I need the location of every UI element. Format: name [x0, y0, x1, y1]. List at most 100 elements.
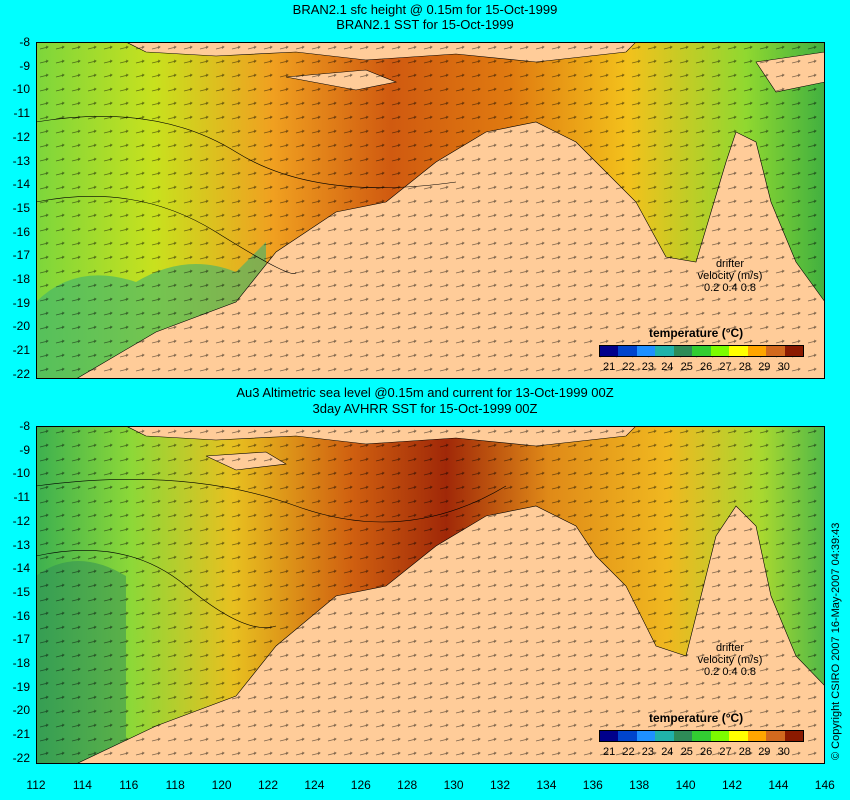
bottom-lat-tick: -11 — [13, 490, 30, 505]
bottom-lat-tick: -15 — [12, 584, 30, 599]
lon-tick: 120 — [211, 778, 232, 792]
lon-tick: 114 — [72, 778, 92, 792]
lon-tick: 146 — [814, 778, 835, 792]
bottom-lat-tick: -22 — [12, 750, 30, 765]
top-title-line2: BRAN2.1 SST for 15-Oct-1999 — [336, 17, 514, 32]
lon-tick: 136 — [582, 778, 603, 792]
bottom-colorbar-swatch-10 — [766, 731, 785, 741]
bottom-colorbar-swatch-5 — [673, 731, 693, 741]
top-colorbar-label: 30 — [777, 361, 790, 373]
top-map — [36, 42, 825, 379]
lon-tick: 126 — [350, 778, 371, 792]
top-colorbar-swatch-7 — [710, 346, 730, 356]
bottom-colorbar — [599, 730, 804, 742]
bottom-lat-tick: -17 — [12, 632, 30, 647]
bottom-colorbar-swatch-7 — [710, 731, 730, 741]
bottom-map — [36, 426, 825, 764]
top-lat-tick: -20 — [12, 319, 30, 334]
top-colorbar-swatch-8 — [729, 346, 748, 356]
lon-tick: 124 — [304, 778, 325, 792]
bottom-colorbar-label: 21 — [603, 746, 616, 758]
top-lat-tick: -9 — [19, 58, 30, 73]
top-colorbar-swatch-9 — [747, 346, 767, 356]
bottom-lat-tick: -19 — [12, 679, 30, 694]
bottom-lat-tick: -10 — [12, 466, 30, 481]
current-vectors — [36, 42, 825, 379]
top-lat-tick: -15 — [12, 200, 30, 215]
top-drifter-line1: drifter — [715, 258, 745, 270]
top-colorbar-swatch-2 — [618, 346, 637, 356]
lon-tick: 132 — [489, 778, 511, 792]
top-colorbar-label: 24 — [661, 361, 674, 373]
lon-tick: 128 — [397, 778, 418, 792]
bottom-colorbar-label: 30 — [777, 746, 790, 758]
bottom-lat-tick: -20 — [12, 703, 30, 718]
lon-tick: 140 — [675, 778, 696, 792]
bottom-colorbar-swatch-6 — [692, 731, 711, 741]
top-drifter-line2: velocity (m/s) — [697, 270, 763, 282]
bottom-drifter-line1: drifter — [715, 642, 745, 654]
top-colorbar-label: 28 — [738, 361, 752, 373]
bottom-title-line2: 3day AVHRR SST for 15-Oct-1999 00Z — [312, 401, 538, 416]
bottom-colorbar-label: 28 — [738, 746, 752, 758]
bottom-colorbar-label: 29 — [758, 746, 771, 758]
top-colorbar-swatch-4 — [655, 346, 674, 356]
top-lat-tick: -19 — [12, 295, 30, 310]
top-drifter-scale: 0.2 0.4 0.8 — [704, 282, 756, 294]
top-lat-tick: -14 — [12, 177, 30, 192]
bottom-colorbar-label: 26 — [700, 746, 713, 758]
bottom-colorbar-swatch-2 — [618, 731, 637, 741]
top-lat-tick: -13 — [12, 153, 30, 168]
copyright-text: © Copyright CSIRO 2007 16-May-2007 04:39… — [830, 522, 842, 760]
lon-tick: 130 — [443, 778, 464, 792]
bottom-colorbar-swatch-4 — [655, 731, 674, 741]
lon-tick: 122 — [257, 778, 279, 792]
top-title-line1: BRAN2.1 sfc height @ 0.15m for 15-Oct-19… — [292, 2, 558, 17]
top-colorbar-swatch-6 — [692, 346, 711, 356]
top-lat-tick: -10 — [12, 82, 30, 97]
bottom-colorbar-swatch-9 — [747, 731, 767, 741]
top-colorbar-swatch-3 — [636, 346, 656, 356]
bottom-title-line1: Au3 Altimetric sea level @0.15m and curr… — [236, 385, 614, 400]
bottom-legend-title: temperature (°C) — [649, 711, 744, 725]
bottom-colorbar-label: 24 — [661, 746, 674, 758]
top-lat-tick: -11 — [13, 106, 30, 121]
top-colorbar-label: 25 — [680, 361, 693, 373]
top-colorbar-swatch-11 — [784, 346, 803, 356]
bottom-colorbar-swatch-1 — [600, 731, 619, 741]
bottom-lat-tick: -18 — [12, 656, 30, 670]
top-colorbar-swatch-10 — [766, 346, 785, 356]
top-lat-tick: -16 — [12, 224, 30, 239]
lon-tick: 144 — [768, 778, 789, 792]
top-legend-title: temperature (°C) — [649, 326, 744, 340]
bottom-colorbar-swatch-8 — [729, 731, 748, 741]
lon-tick: 116 — [119, 778, 139, 792]
top-lat-tick: -22 — [12, 366, 30, 381]
top-lat-tick: -21 — [12, 343, 30, 358]
top-lat-tick: -12 — [12, 129, 30, 144]
top-lat-tick: -8 — [19, 35, 30, 49]
top-colorbar-swatch-1 — [600, 346, 619, 356]
top-colorbar-label: 22 — [622, 361, 635, 373]
top-drifter-label: drifter velocity (m/s) 0.2 0.4 0.8 — [695, 258, 765, 294]
lon-tick: 134 — [536, 778, 557, 792]
top-lat-tick: -18 — [12, 272, 30, 286]
bottom-lat-tick: -21 — [12, 727, 30, 742]
lon-tick: 142 — [721, 778, 743, 792]
bottom-colorbar-label: 27 — [719, 746, 732, 758]
bottom-drifter-label: drifter velocity (m/s) 0.2 0.4 0.8 — [695, 642, 765, 678]
top-colorbar-label: 27 — [719, 361, 732, 373]
bottom-colorbar-swatch-3 — [636, 731, 656, 741]
top-colorbar-label: 26 — [700, 361, 713, 373]
bottom-lat-tick: -16 — [12, 608, 30, 623]
top-colorbar-label: 29 — [758, 361, 771, 373]
bottom-lat-tick: -13 — [12, 537, 30, 552]
bottom-drifter-scale: 0.2 0.4 0.8 — [704, 666, 756, 678]
bottom-colorbar-label: 25 — [680, 746, 693, 758]
top-colorbar-label: 23 — [641, 361, 655, 373]
top-colorbar — [599, 345, 804, 357]
bottom-colorbar-swatch-11 — [784, 731, 803, 741]
lon-tick: 118 — [165, 778, 185, 792]
bottom-colorbar-label: 22 — [622, 746, 635, 758]
bottom-lat-tick: -9 — [19, 442, 30, 457]
